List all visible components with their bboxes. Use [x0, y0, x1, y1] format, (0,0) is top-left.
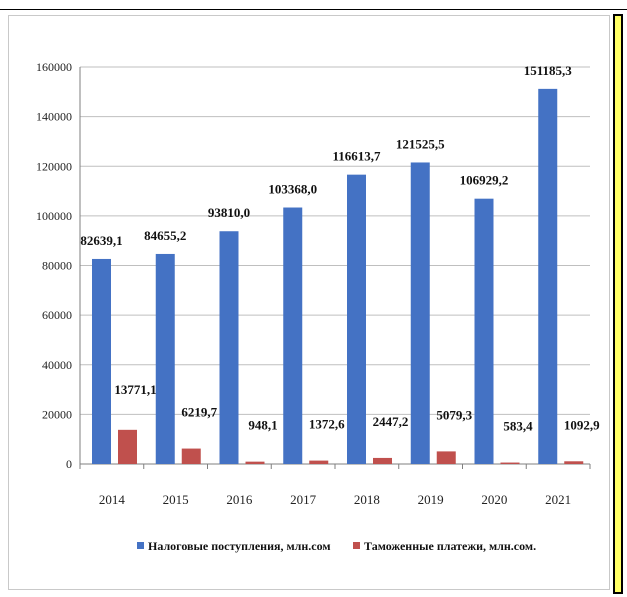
y-axis: 0 20000 40000 60000 80000 100000 120000 140000 1… [36, 60, 81, 471]
bar-tax-revenue [283, 207, 303, 465]
bar-label-customs-payments: 2447,2 [373, 414, 409, 429]
bar-tax-revenue [92, 258, 111, 464]
bar-label-customs-payments: 1372,6 [309, 417, 345, 432]
bar-label-tax-revenue: 82639,1 [80, 233, 122, 248]
y-tick-label: 0 [66, 457, 72, 471]
bar-customs-payments [118, 429, 137, 464]
bar-label-customs-payments: 5079,3 [436, 407, 472, 422]
x-tick-label: 2020 [481, 492, 507, 507]
y-tick-label: 20000 [42, 407, 72, 421]
x-tick-label: 2017 [290, 492, 317, 507]
bar-tax-revenue [219, 231, 239, 464]
bar-label-tax-revenue: 116613,7 [332, 149, 381, 164]
bar-tax-revenue [410, 162, 430, 465]
legend-swatch-tax-revenue [137, 542, 144, 549]
y-tick-label: 100000 [36, 209, 72, 223]
y-tick-label: 40000 [42, 358, 72, 372]
bar-label-tax-revenue: 84655,2 [144, 228, 186, 243]
bar-tax-revenue [474, 198, 494, 464]
x-tick-label: 2014 [99, 492, 126, 507]
bar-label-customs-payments: 948,1 [248, 418, 277, 433]
y-tick-label: 160000 [36, 60, 72, 74]
bar-label-customs-payments: 6219,7 [181, 405, 217, 420]
x-tick-label: 2019 [418, 492, 444, 507]
bar-tax-revenue [538, 88, 558, 465]
bar-customs-payments [500, 462, 520, 464]
bar-customs-payments [181, 448, 201, 464]
x-tick-label: 2015 [163, 492, 189, 507]
side-highlight-bar [613, 14, 623, 594]
y-tick-label: 60000 [42, 308, 72, 322]
x-tick-label: 2018 [354, 492, 380, 507]
legend-label-customs-payments: Таможенные платежи, млн.сом. [364, 539, 536, 553]
bar-label-customs-payments: 13771,1 [114, 382, 156, 397]
bar-tax-revenue [155, 253, 175, 464]
y-tick-label: 120000 [36, 159, 72, 173]
bar-customs-payments [373, 457, 392, 464]
x-tick-label: 2016 [226, 492, 253, 507]
x-tick-label: 2021 [545, 492, 571, 507]
bar-tax-revenue [347, 174, 366, 464]
bar-customs-payments [436, 451, 456, 464]
bar-labels: 82639,1 13771,1 84655,2 6219,7 93810,0 948,1 1… [80, 63, 600, 434]
legend-swatch-customs-payments [353, 542, 360, 549]
bars [92, 88, 584, 465]
bar-label-tax-revenue: 151185,3 [524, 63, 573, 78]
legend: Налоговые поступления, млн.сом Таможенные… [137, 539, 536, 553]
y-tick-label: 140000 [36, 110, 72, 124]
bar-label-tax-revenue: 121525,5 [396, 136, 445, 151]
bar-label-tax-revenue: 93810,0 [208, 205, 250, 220]
bar-label-customs-payments: 583,4 [503, 419, 533, 434]
bar-label-tax-revenue: 106929,2 [460, 173, 509, 188]
top-border-line [0, 9, 627, 10]
bar-label-customs-payments: 1092,9 [564, 417, 600, 432]
bar-customs-payments [564, 461, 584, 464]
bar-customs-payments [309, 460, 329, 464]
bar-label-tax-revenue: 103368,0 [268, 182, 317, 197]
legend-label-tax-revenue: Налоговые поступления, млн.сом [148, 539, 331, 553]
y-tick-label: 80000 [42, 259, 72, 273]
x-axis: 2014 2015 2016 2017 2018 2019 2020 2021 [79, 463, 591, 507]
bar-customs-payments [245, 461, 265, 464]
